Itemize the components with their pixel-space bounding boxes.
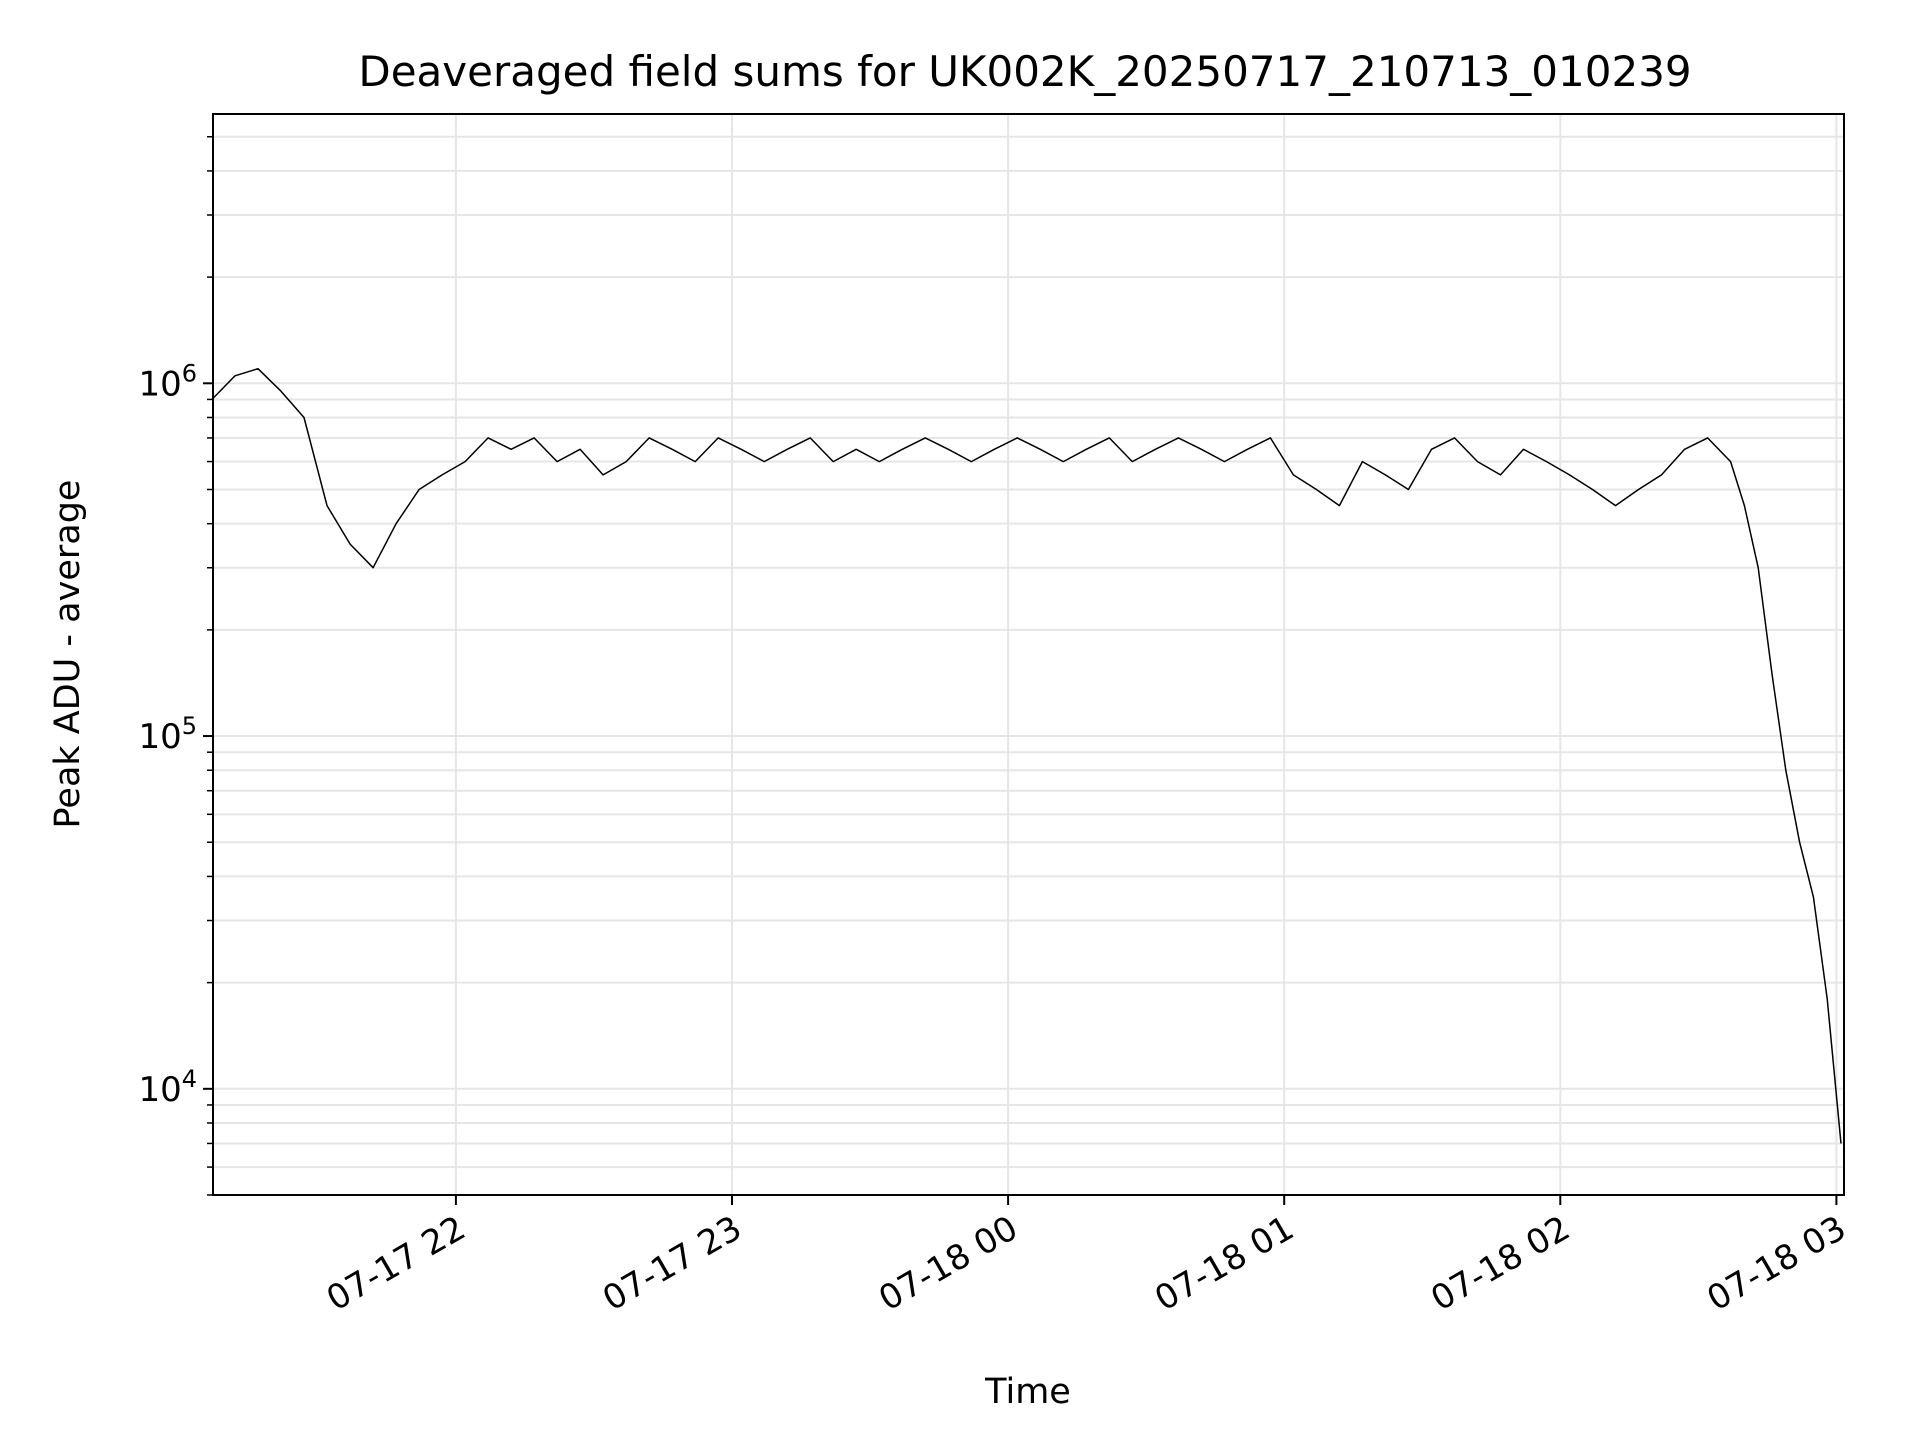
- x-tick-label: 07-17 22: [320, 1208, 472, 1319]
- y-tick-label: 105: [138, 712, 197, 757]
- y-tick-label: 106: [138, 359, 197, 404]
- x-axis-label: Time: [984, 1372, 1071, 1412]
- series-line: [211, 367, 1842, 1144]
- chart-title: Deaveraged field sums for UK002K_2025071…: [358, 47, 1691, 96]
- grid: [213, 114, 1844, 1196]
- x-tick-label: 07-17 23: [596, 1208, 748, 1319]
- x-tick-label: 07-18 00: [872, 1208, 1024, 1319]
- x-tick-label: 07-18 02: [1424, 1208, 1576, 1319]
- x-tick-label: 07-18 03: [1701, 1208, 1853, 1319]
- series-layer: [211, 367, 1842, 1144]
- plot-frame: [212, 113, 1845, 1196]
- x-tick-label: 07-18 01: [1148, 1208, 1300, 1319]
- y-axis: 104 105 106: [138, 135, 213, 1196]
- y-tick-label: 104: [138, 1065, 197, 1110]
- x-axis: 07-17 22 07-17 23 07-18 00 07-18 01 07-18 02…: [320, 1195, 1853, 1319]
- y-axis-label: Peak ADU - average: [48, 480, 88, 829]
